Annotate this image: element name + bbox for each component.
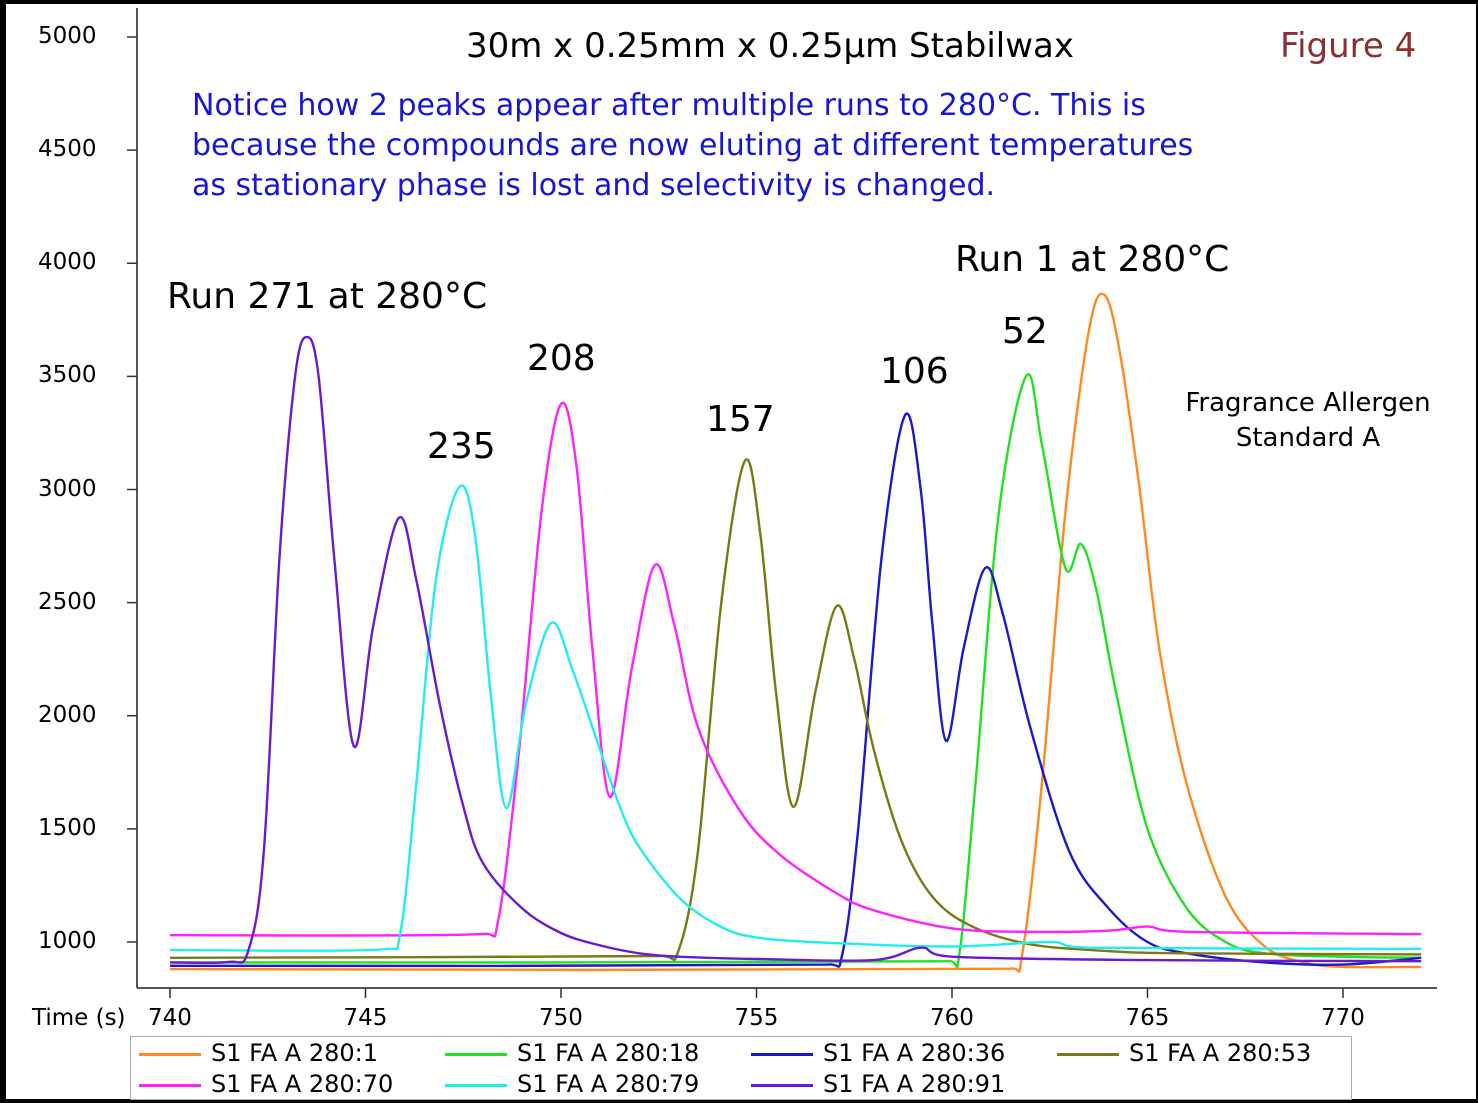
x-tick-label: 745 [343,1005,388,1031]
figure-label: Figure 4 [1280,26,1417,66]
legend-swatch [445,1052,507,1056]
series-line-s1-fa-a-280-53 [169,458,1422,962]
sample-line: Standard A [1235,423,1381,453]
note-line: as stationary phase is lost and selectiv… [192,168,996,203]
series-group [169,292,1422,973]
y-tick-label: 1000 [38,928,97,954]
y-tick-label: 3000 [38,475,97,502]
legend-swatch [139,1083,201,1087]
legend-swatch [445,1083,507,1087]
axes [127,8,1437,998]
legend-item: S1 FA A 280:91 [751,1069,1005,1099]
sample-line: Fragrance Allergen [1185,388,1431,418]
x-tick-label: 765 [1125,1005,1170,1031]
x-tick-label: 755 [734,1005,779,1031]
annotation-run-157: 157 [706,399,775,440]
x-tick-label: 740 [148,1005,192,1031]
annotation-run-208: 208 [527,338,596,379]
y-tick-label: 3500 [38,362,97,389]
chart-title: 30m x 0.25mm x 0.25µm Stabilwax [465,26,1075,66]
series-line-s1-fa-a-280-91 [169,335,1422,965]
x-axis-label: Time (s) [32,1005,126,1031]
legend-item: S1 FA A 280:53 [1057,1038,1311,1068]
legend-item: S1 FA A 280:79 [445,1069,699,1099]
y-tick-label: 2000 [38,701,97,728]
annotation-run-235: 235 [427,426,496,467]
annotation-run-106: 106 [880,351,949,392]
legend-item: S1 FA A 280:1 [139,1038,378,1068]
legend-label: S1 FA A 280:1 [211,1039,378,1067]
annotation-note: Notice how 2 peaks appear after multiple… [192,86,1193,206]
note-line: because the compounds are now eluting at… [192,128,1194,163]
legend-item: S1 FA A 280:36 [751,1038,1005,1068]
legend-label: S1 FA A 280:70 [211,1070,394,1098]
x-tick-label: 750 [539,1005,583,1031]
legend-label: S1 FA A 280:91 [823,1070,1006,1098]
y-tick-label: 1500 [38,814,97,841]
legend-swatch [751,1052,813,1056]
annotation-sample: Fragrance Allergen Standard A [1170,386,1446,456]
legend-swatch [139,1052,201,1056]
note-line: Notice how 2 peaks appear after multiple… [192,88,1146,123]
legend: S1 FA A 280:1 S1 FA A 280:18 S1 FA A 280:3… [130,1036,1352,1100]
legend-label: S1 FA A 280:36 [823,1039,1006,1067]
y-tick-label: 4500 [38,136,97,163]
series-line-s1-fa-a-280-79 [169,484,1422,952]
legend-label: S1 FA A 280:53 [1129,1039,1312,1067]
series-line-s1-fa-a-280-1 [169,292,1422,973]
annotation-run-1: Run 1 at 280°C [955,239,1230,280]
x-tick-label: 770 [1321,1005,1365,1031]
legend-item: S1 FA A 280:70 [139,1069,393,1099]
series-line-s1-fa-a-280-36 [169,412,1422,968]
legend-swatch [1057,1052,1119,1056]
series-line-s1-fa-a-280-18 [169,373,1422,969]
y-tick-label: 2500 [38,588,97,615]
annotation-run-52: 52 [1002,311,1048,352]
legend-swatch [751,1083,813,1087]
series-line-s1-fa-a-280-70 [169,401,1422,938]
legend-item: S1 FA A 280:18 [445,1038,699,1068]
y-tick-label: 4000 [38,249,97,276]
x-tick-label: 760 [930,1005,974,1031]
annotation-run-271: Run 271 at 280°C [167,276,488,317]
y-tick-label: 5000 [38,23,97,49]
legend-label: S1 FA A 280:79 [517,1070,700,1098]
series-lines [169,292,1422,973]
legend-label: S1 FA A 280:18 [517,1039,700,1067]
